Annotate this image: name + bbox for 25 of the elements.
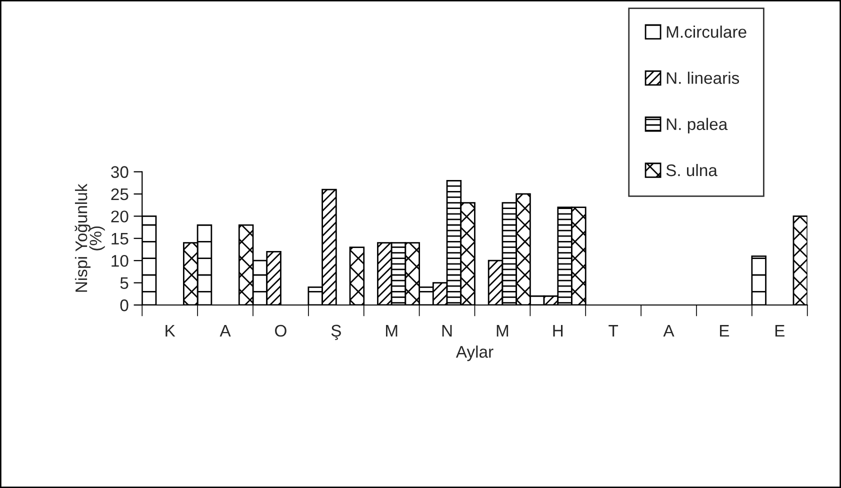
x-tick-label: E	[720, 325, 730, 337]
x-tick-label: H	[553, 325, 563, 337]
y-tick-label: 25	[111, 188, 128, 200]
x-tick-label: M	[386, 325, 398, 337]
x-tick-label: N	[442, 325, 452, 337]
x-tick-label: O	[275, 324, 286, 337]
y-tick-label: 0	[120, 299, 128, 312]
x-tick-label: E	[775, 325, 784, 337]
x-tick-label: A	[220, 325, 231, 337]
y-axis-title: Nispi Yoğunluk (%)	[74, 184, 105, 292]
y-tick-label: 15	[112, 232, 128, 245]
x-tick-label: K	[166, 325, 176, 337]
x-tick-label: M	[496, 325, 508, 337]
legend-label: S. ulna	[666, 164, 718, 176]
x-tick-label: Ş	[331, 324, 341, 340]
y-tick-label: 30	[111, 166, 128, 178]
x-tick-label: A	[663, 325, 674, 337]
y-tick-label: 5	[120, 277, 128, 289]
legend-label: N. palea	[666, 118, 728, 134]
x-axis-title: Aylar	[456, 346, 494, 362]
legend-label: N. linearis	[666, 72, 740, 84]
y-tick-label: 20	[111, 210, 128, 222]
x-tick-label: T	[608, 325, 618, 337]
legend-label: M.circulare	[666, 26, 746, 38]
y-tick-label: 10	[112, 254, 128, 267]
